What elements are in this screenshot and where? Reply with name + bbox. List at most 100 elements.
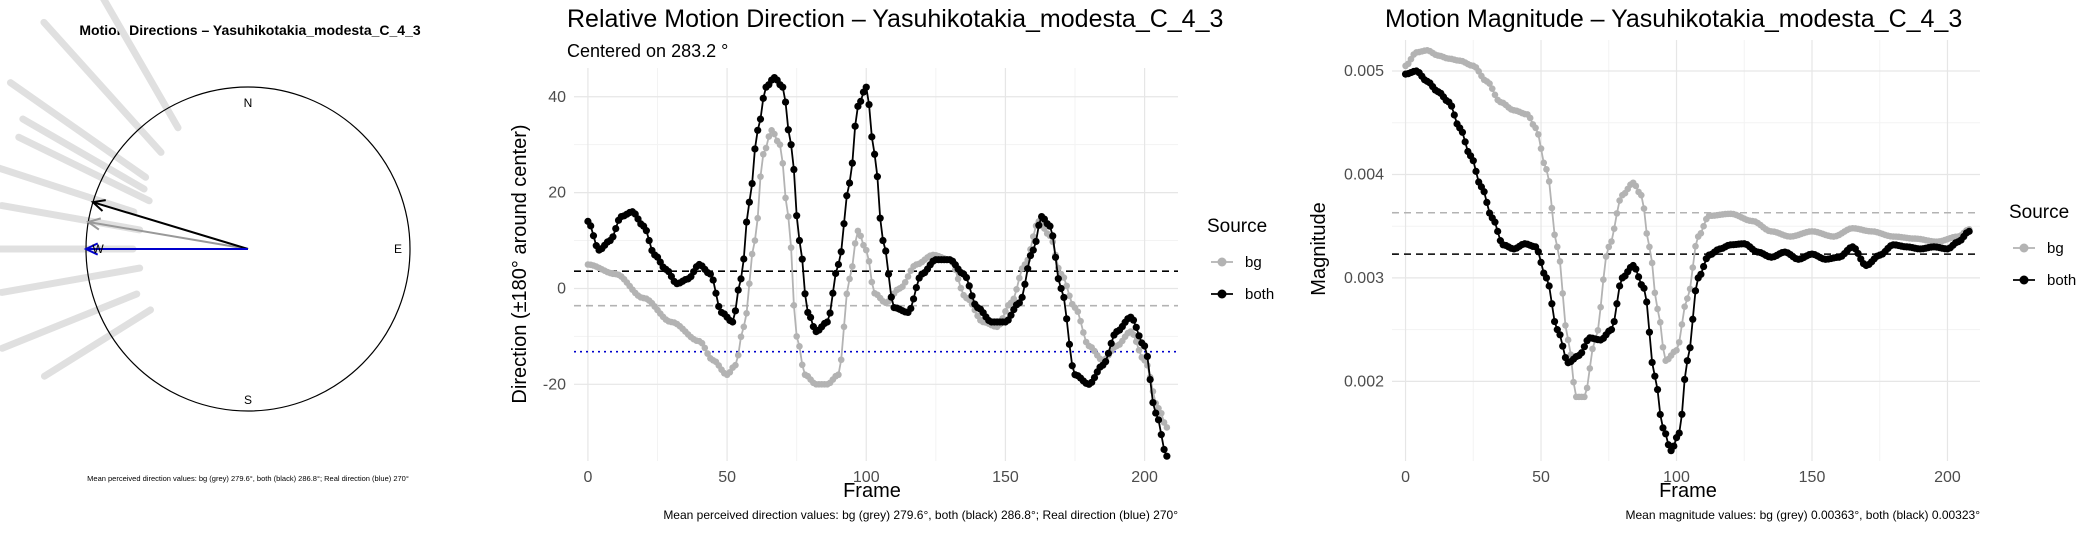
- point-both: [1548, 300, 1556, 308]
- point-both: [1632, 265, 1640, 273]
- legend-label-both: both: [1245, 286, 1274, 303]
- y-tick-label: 0.003: [1344, 270, 1384, 287]
- direction-legend-title: Source: [1207, 216, 1267, 237]
- point-both: [1670, 442, 1678, 450]
- point-both: [740, 255, 748, 263]
- point-both: [1550, 317, 1559, 326]
- point-both: [1152, 409, 1160, 417]
- point-both: [1107, 339, 1115, 348]
- point-bg: [1646, 243, 1653, 251]
- point-both: [1018, 293, 1026, 301]
- direction-subtitle: Centered on 283.2 °: [567, 41, 728, 61]
- point-bg: [1608, 238, 1615, 245]
- direction-x-axis-label: Frame: [843, 480, 901, 502]
- compass-west-label: W: [92, 242, 104, 256]
- point-both: [1054, 275, 1062, 283]
- point-bg: [851, 240, 859, 247]
- point-both: [873, 173, 881, 181]
- x-tick-label: 100: [853, 469, 880, 486]
- point-both: [1057, 284, 1065, 293]
- point-bg: [1651, 289, 1659, 297]
- point-both: [754, 126, 762, 134]
- point-both: [1129, 316, 1138, 324]
- series-line-bg: [1404, 49, 1970, 398]
- polar-title: Motion Directions – Yasuhikotakia_modest…: [79, 22, 421, 38]
- point-bg: [754, 214, 762, 222]
- point-both: [793, 212, 801, 220]
- point-bg: [854, 227, 862, 235]
- arrow-bg: [88, 220, 249, 250]
- point-bg: [862, 246, 870, 254]
- point-both: [587, 222, 595, 230]
- point-both: [1854, 249, 1862, 258]
- arrowhead-real: [83, 242, 99, 256]
- point-bg: [1132, 338, 1140, 346]
- legend-label-bg: bg: [2047, 240, 2064, 257]
- point-bg: [771, 130, 778, 138]
- point-bg: [1013, 286, 1020, 293]
- point-bg: [1532, 124, 1539, 132]
- direction-grid: [574, 68, 1178, 461]
- point-both: [1029, 246, 1037, 254]
- point-bg: [1066, 292, 1073, 300]
- point-bg: [779, 160, 787, 167]
- point-bg: [1586, 365, 1594, 372]
- y-tick-label: -20: [543, 376, 566, 393]
- point-bg: [1640, 205, 1648, 212]
- point-bg: [796, 343, 803, 350]
- arrowhead-both: [90, 199, 106, 212]
- point-bg: [1553, 243, 1561, 251]
- point-bg: [732, 361, 739, 369]
- point-both: [1154, 416, 1163, 424]
- point-bg: [1675, 338, 1683, 346]
- point-bg: [1583, 384, 1591, 392]
- point-both: [742, 218, 751, 226]
- point-bg: [793, 333, 800, 340]
- point-bg: [746, 280, 753, 287]
- y-tick-label: 0: [557, 280, 566, 297]
- direction-reference-lines: [574, 270, 1178, 353]
- point-both: [1090, 373, 1099, 382]
- legend-label-bg: bg: [1245, 254, 1262, 271]
- point-both: [1046, 222, 1054, 230]
- point-both: [1653, 385, 1662, 394]
- direction-panel: Relative Motion Direction – Yasuhikotaki…: [509, 5, 1274, 522]
- point-bg: [857, 232, 864, 240]
- point-bg: [740, 323, 748, 331]
- history-spoke: [6, 79, 150, 181]
- point-both: [1494, 227, 1502, 235]
- history-spoke: [40, 306, 154, 380]
- legend-key-point-bg: [2019, 243, 2029, 253]
- point-both: [1645, 328, 1654, 336]
- point-both: [737, 275, 745, 283]
- point-bg: [1562, 322, 1569, 329]
- point-bg: [1632, 182, 1640, 190]
- point-both: [1163, 452, 1171, 460]
- point-both: [1556, 331, 1564, 339]
- magnitude-y-axis-label: Magnitude: [1308, 202, 1330, 295]
- point-both: [787, 141, 795, 149]
- point-both: [876, 214, 884, 222]
- direction-caption: Mean perceived direction values: bg (gre…: [663, 508, 1178, 522]
- direction-legend: Source bg both: [1207, 216, 1274, 303]
- point-both: [826, 309, 834, 317]
- point-both: [1448, 102, 1456, 110]
- point-bg: [843, 290, 851, 298]
- point-both: [609, 233, 617, 241]
- point-bg: [1570, 378, 1577, 386]
- point-both: [1146, 375, 1154, 384]
- point-both: [1060, 293, 1068, 302]
- point-both: [731, 307, 740, 315]
- magnitude-legend-title: Source: [2009, 202, 2069, 223]
- point-both: [1675, 429, 1683, 437]
- point-both: [1132, 323, 1140, 331]
- point-bg: [790, 302, 798, 309]
- point-both: [871, 150, 879, 158]
- point-bg: [1600, 276, 1607, 283]
- point-bg: [1010, 295, 1018, 303]
- point-both: [1149, 398, 1157, 407]
- point-bg: [1491, 91, 1499, 99]
- point-bg: [743, 310, 750, 317]
- point-bg: [1700, 222, 1707, 230]
- point-bg: [1589, 345, 1596, 353]
